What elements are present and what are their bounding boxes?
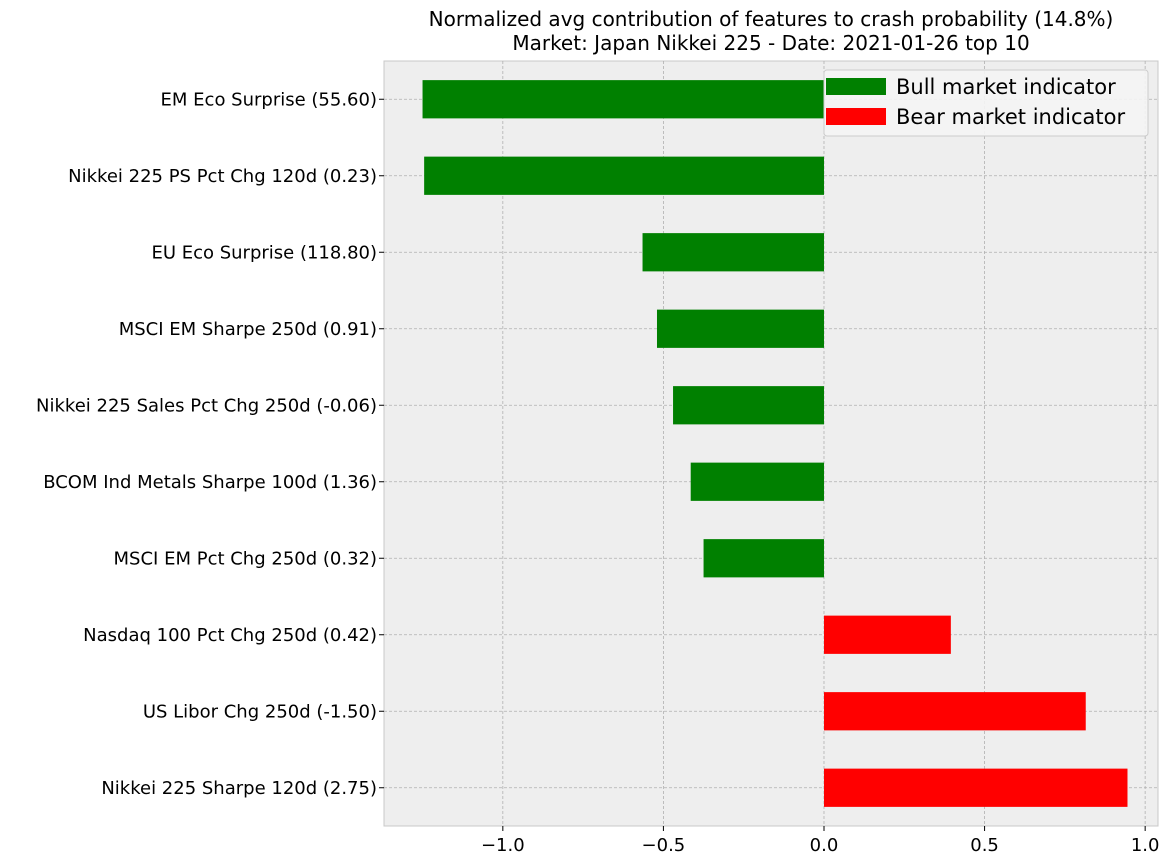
chart-title: Normalized avg contribution of features … — [429, 7, 1114, 31]
y-tick-label: Nasdaq 100 Pct Chg 250d (0.42) — [83, 625, 377, 646]
bar — [823, 692, 1086, 731]
y-tick-label: EU Eco Surprise (118.80) — [151, 242, 377, 263]
legend-label: Bear market indicator — [896, 105, 1126, 129]
y-tick-label: BCOM Ind Metals Sharpe 100d (1.36) — [43, 472, 377, 493]
legend-label: Bull market indicator — [896, 75, 1116, 99]
bar — [823, 768, 1128, 807]
y-tick-labels: EM Eco Surprise (55.60) Nikkei 225 PS Pct… — [36, 89, 384, 799]
legend: Bull market indicator Bear market indicat… — [823, 69, 1149, 137]
bar — [422, 80, 824, 119]
y-tick-label: Nikkei 225 Sales Pct Chg 250d (-0.06) — [36, 395, 377, 416]
chart-subtitle: Market: Japan Nikkei 225 - Date: 2021-01… — [512, 31, 1029, 55]
legend-box — [823, 69, 1149, 137]
y-tick-label: EM Eco Surprise (55.60) — [161, 89, 377, 110]
bar — [690, 462, 824, 501]
x-tick-label: 1.0 — [1131, 835, 1160, 856]
x-tick-label: −0.5 — [642, 835, 686, 856]
y-tick-label: MSCI EM Pct Chg 250d (0.32) — [114, 548, 377, 569]
x-tick-label: 0.5 — [970, 835, 999, 856]
x-tick-labels: −1.0 −0.5 0.0 0.5 1.0 — [481, 826, 1160, 856]
bar — [673, 386, 824, 425]
legend-swatch — [826, 108, 886, 125]
bar — [656, 309, 824, 348]
bar — [703, 539, 824, 578]
bars — [422, 80, 1128, 807]
legend-swatch — [826, 78, 886, 95]
y-tick-label: Nikkei 225 PS Pct Chg 120d (0.23) — [68, 166, 377, 187]
x-tick-label: 0.0 — [810, 835, 839, 856]
bar — [823, 615, 951, 654]
y-tick-label: Nikkei 225 Sharpe 120d (2.75) — [101, 778, 377, 799]
y-tick-label: US Libor Chg 250d (-1.50) — [143, 701, 377, 722]
bar — [642, 233, 824, 272]
y-tick-label: MSCI EM Sharpe 250d (0.91) — [119, 319, 377, 340]
x-tick-label: −1.0 — [481, 835, 525, 856]
bar — [424, 156, 824, 195]
